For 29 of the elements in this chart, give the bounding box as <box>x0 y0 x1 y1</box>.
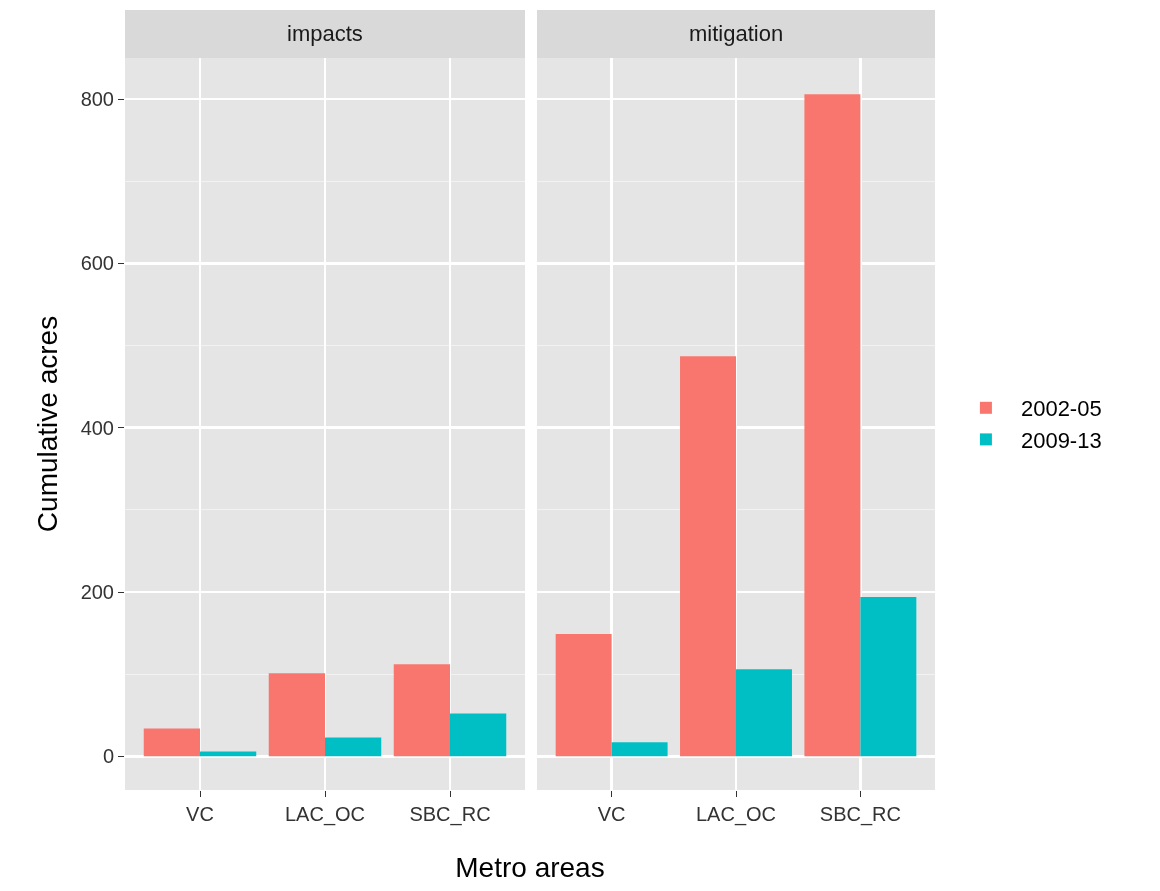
bar <box>143 728 200 757</box>
y-tick-label: 600 <box>80 252 114 275</box>
bar <box>804 94 861 757</box>
y-tick-label: 800 <box>80 88 114 111</box>
x-tick-label: SBC_RC <box>409 803 491 826</box>
x-tick-label: VC <box>186 803 214 825</box>
y-tick-label: 200 <box>80 581 114 604</box>
bar <box>555 633 612 757</box>
bar <box>680 356 736 757</box>
chart-title: impacts <box>287 21 363 46</box>
bar <box>611 742 668 757</box>
y-axis-title: Cumulative acres <box>32 315 64 533</box>
x-axis-title: Metro areas <box>454 852 606 884</box>
chart-title: mitigation <box>689 21 784 46</box>
y-tick-label: 400 <box>80 416 114 439</box>
bar <box>200 751 257 757</box>
bar <box>325 737 382 757</box>
bar <box>860 596 917 757</box>
legend-label: 2002-05 <box>1020 396 1102 422</box>
x-tick-label: VC <box>597 803 626 825</box>
legend-label: 2009-13 <box>1020 427 1102 453</box>
y-tick-label: 0 <box>102 745 114 768</box>
bar <box>450 713 507 757</box>
x-tick-label: LAC_OC <box>695 803 777 826</box>
bar <box>268 673 325 757</box>
x-tick-label: SBC_RC <box>819 803 901 826</box>
x-tick-label: LAC_OC <box>284 803 366 826</box>
bar <box>393 664 450 757</box>
bar <box>736 669 792 757</box>
